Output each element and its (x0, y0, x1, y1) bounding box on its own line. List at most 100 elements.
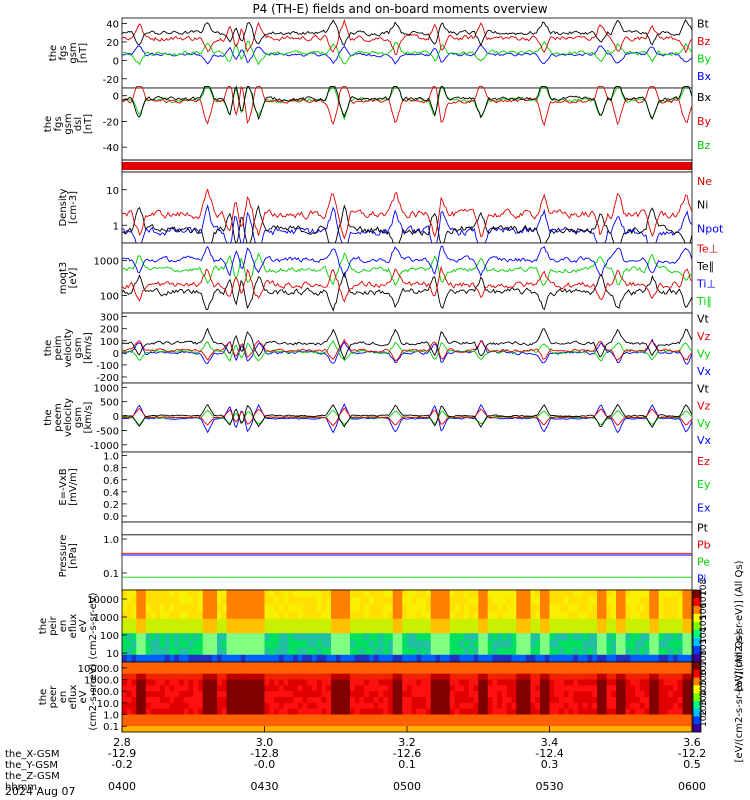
heatmap-cell (278, 685, 284, 692)
heatmap-cell (188, 679, 194, 686)
legend-Bx: Bx (697, 91, 712, 104)
heatmap-cell (630, 697, 636, 704)
heatmap-cell (421, 633, 427, 641)
heatmap-cell (521, 633, 527, 641)
heatmap-cell (264, 667, 270, 675)
heatmap-cell (145, 685, 151, 692)
heatmap-cell (150, 590, 156, 598)
heatmap-cell (497, 640, 503, 649)
heatmap-cell (616, 714, 622, 721)
heatmap-cell (644, 618, 650, 627)
heatmap-cell (188, 708, 194, 715)
heatmap-cell (321, 673, 327, 680)
heatmap-cell (554, 640, 560, 649)
ephem-value: -0.2 (111, 758, 132, 771)
heatmap-cell (563, 708, 569, 715)
heatmap-cell (468, 697, 474, 704)
heatmap-cell (492, 702, 498, 710)
y-tick-label: 1000 (94, 383, 119, 394)
heatmap-cell (188, 611, 194, 620)
heatmap-cell (155, 691, 161, 698)
series-Vz-line (121, 338, 693, 362)
heatmap-cell (188, 685, 194, 692)
heatmap-cell (193, 702, 199, 710)
heatmap-cell (388, 685, 394, 692)
heatmap-cell (449, 611, 455, 620)
heatmap-cell (563, 647, 569, 656)
heatmap-cell (582, 685, 588, 692)
heatmap-cell (668, 726, 674, 733)
heatmap-cell (483, 691, 489, 698)
heatmap-cell (160, 604, 166, 613)
heatmap-cell (354, 726, 360, 733)
heatmap-cell (255, 662, 261, 669)
heatmap-cell (236, 654, 242, 663)
heatmap-cell (345, 667, 351, 675)
heatmap-cell (202, 708, 208, 715)
heatmap-cell (497, 667, 503, 675)
heatmap-cell (354, 679, 360, 686)
heatmap-cell (630, 685, 636, 692)
heatmap-cell (540, 673, 546, 680)
heatmap-cell (616, 726, 622, 733)
heatmap-cell (126, 618, 132, 627)
heatmap-cell (535, 679, 541, 686)
heatmap-cell (179, 662, 185, 669)
heatmap-cell (483, 726, 489, 733)
heatmap-cell (264, 708, 270, 715)
y-axis-label: moqt3 [eV] (58, 262, 79, 295)
heatmap-cell (392, 662, 398, 669)
heatmap-cell (568, 726, 574, 733)
heatmap-cell (307, 633, 313, 641)
heatmap-cell (122, 611, 128, 620)
heatmap-cell (682, 662, 688, 669)
heatmap-cell (207, 640, 213, 649)
heatmap-cell (649, 590, 655, 598)
heatmap-cell (459, 626, 465, 634)
heatmap-cell (658, 691, 664, 698)
heatmap-cell (559, 662, 565, 669)
heatmap-cell (155, 679, 161, 686)
y-tick-label: -20 (103, 117, 119, 128)
heatmap-cell (359, 618, 365, 627)
heatmap-cell (426, 714, 432, 721)
heatmap-cell (630, 662, 636, 669)
heatmap-cell (582, 691, 588, 698)
heatmap-cell (449, 667, 455, 675)
heatmap-cell (136, 697, 142, 704)
legend-Ey: Ey (697, 478, 711, 491)
heatmap-cell (544, 679, 550, 686)
y-axis-label: E=-VxB [mV/m] (58, 468, 79, 506)
heatmap-cell (150, 708, 156, 715)
heatmap-cell (421, 691, 427, 698)
heatmap-cell (231, 679, 237, 686)
heatmap-cell (331, 618, 337, 627)
heatmap-cell (174, 654, 180, 663)
heatmap-cell (658, 662, 664, 669)
heatmap-cell (426, 667, 432, 675)
heatmap-cell (321, 714, 327, 721)
heatmap-cell (122, 597, 128, 605)
heatmap-cell (169, 726, 175, 733)
heatmap-cell (625, 633, 631, 641)
heatmap-cell (506, 720, 512, 727)
heatmap-cell (283, 626, 289, 634)
heatmap-cell (373, 662, 379, 669)
heatmap-cell (198, 597, 204, 605)
heatmap-cell (620, 590, 626, 598)
heatmap-cell (663, 611, 669, 620)
heatmap-cell (654, 611, 660, 620)
heatmap-cell (430, 640, 436, 649)
heatmap-cell (559, 697, 565, 704)
heatmap-cell (687, 633, 693, 641)
heatmap-cell (511, 714, 517, 721)
heatmap-cell (226, 697, 232, 704)
heatmap-cell (293, 597, 299, 605)
heatmap-cell (378, 697, 384, 704)
heatmap-cell (264, 673, 270, 680)
heatmap-cell (635, 604, 641, 613)
heatmap-cell (682, 691, 688, 698)
heatmap-cell (473, 697, 479, 704)
heatmap-cell (544, 633, 550, 641)
heatmap-cell (302, 720, 308, 727)
